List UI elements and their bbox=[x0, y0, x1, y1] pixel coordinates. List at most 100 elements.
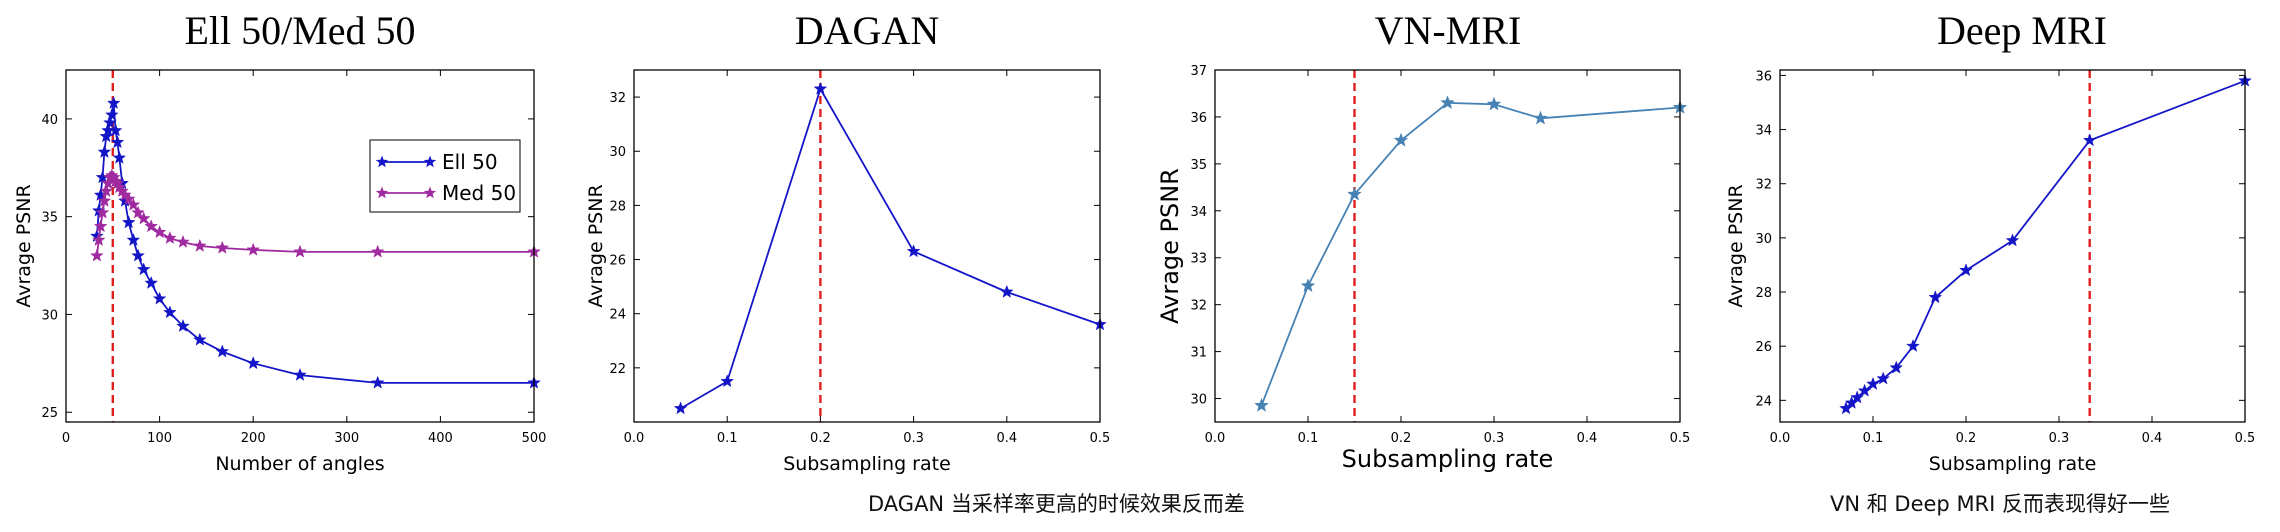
data-point bbox=[1440, 95, 1455, 110]
plot-frame bbox=[1214, 69, 1681, 423]
series-line-0 bbox=[680, 88, 1101, 410]
data-point bbox=[95, 205, 110, 219]
x-axis-label: Subsampling rate bbox=[1929, 453, 2097, 475]
chart-ell50-med50: Ell 50/Med 50 0 100 200 300 400 500 25 30 35 40 Num… bbox=[13, 8, 546, 475]
data-point bbox=[163, 305, 177, 319]
data-point bbox=[1959, 263, 1973, 277]
chart-vn-mri: VN-MRI 0.0 0.1 0.2 0.3 0.4 0.5 30 31 32 33 34 35 36 37… bbox=[1156, 8, 1690, 473]
data-point bbox=[1906, 338, 1920, 352]
chart-deep-mri: Deep MRI 0.0 0.1 0.2 0.3 0.4 0.5 24 26 28 30 32 34 36… bbox=[1725, 8, 2255, 475]
data-point bbox=[152, 225, 167, 239]
chart-title: VN-MRI bbox=[1375, 8, 1522, 53]
chart-title: Ell 50/Med 50 bbox=[184, 8, 415, 53]
y-tick-label: 37 bbox=[1190, 64, 1207, 79]
x-tick-label: 0 bbox=[62, 431, 70, 446]
x-axis-label: Number of angles bbox=[215, 453, 384, 475]
y-tick-label: 32 bbox=[1190, 299, 1207, 314]
x-axis-label: Subsampling rate bbox=[783, 453, 951, 475]
data-point bbox=[136, 211, 151, 225]
data-point bbox=[215, 240, 230, 254]
data-point bbox=[91, 232, 106, 246]
x-tick-label: 0.0 bbox=[1205, 431, 1226, 446]
y-tick-label: 22 bbox=[609, 362, 626, 377]
y-axis-label: Avrage PSNR bbox=[13, 184, 35, 307]
data-point bbox=[1866, 376, 1880, 390]
legend-marker bbox=[375, 186, 389, 199]
data-point bbox=[370, 375, 385, 389]
y-tick-label: 25 bbox=[41, 406, 58, 421]
y-tick-label: 35 bbox=[1190, 158, 1207, 173]
data-point bbox=[215, 344, 230, 358]
plot-frame bbox=[633, 69, 1101, 423]
x-tick-label: 0.4 bbox=[2142, 431, 2163, 446]
x-tick-label: 0.3 bbox=[2049, 431, 2070, 446]
chart-title: Deep MRI bbox=[1937, 8, 2107, 53]
data-point bbox=[293, 367, 307, 381]
data-point bbox=[144, 219, 159, 233]
data-point bbox=[370, 244, 385, 258]
x-tick-label: 400 bbox=[428, 431, 453, 446]
legend-marker bbox=[423, 186, 437, 199]
data-point bbox=[1300, 278, 1316, 293]
data-point bbox=[813, 81, 828, 95]
legend-box bbox=[369, 139, 521, 213]
data-point bbox=[126, 232, 141, 246]
data-point bbox=[121, 191, 136, 205]
data-point bbox=[97, 193, 112, 207]
data-point bbox=[1486, 96, 1502, 111]
data-point bbox=[131, 248, 145, 262]
data-point bbox=[90, 248, 104, 262]
data-point bbox=[110, 135, 125, 149]
y-tick-label: 36 bbox=[1190, 111, 1207, 126]
data-point bbox=[246, 356, 261, 370]
data-point bbox=[193, 238, 207, 252]
data-point bbox=[152, 291, 167, 305]
data-point bbox=[193, 332, 207, 346]
data-point bbox=[136, 262, 151, 276]
caption-deep-mri: VN 和 Deep MRI 反而表现得好一些 bbox=[1830, 492, 2171, 516]
data-point bbox=[105, 107, 119, 121]
x-tick-label: 0.4 bbox=[1577, 431, 1598, 446]
y-tick-label: 28 bbox=[1755, 286, 1772, 301]
legend-marker bbox=[375, 155, 389, 168]
data-point bbox=[1254, 397, 1269, 412]
plot-frame bbox=[1779, 69, 2246, 423]
legend: Ell 50 Med 50 bbox=[369, 139, 521, 213]
chart-title: DAGAN bbox=[795, 8, 939, 53]
y-tick-label: 35 bbox=[41, 211, 58, 226]
data-point bbox=[126, 197, 141, 211]
y-tick-label: 33 bbox=[1190, 252, 1207, 267]
x-tick-label: 0.5 bbox=[2235, 431, 2256, 446]
y-tick-label: 24 bbox=[609, 308, 626, 323]
y-tick-label: 30 bbox=[1755, 232, 1772, 247]
data-point bbox=[293, 244, 307, 258]
x-tick-label: 0.5 bbox=[1670, 431, 1691, 446]
data-point bbox=[108, 123, 123, 137]
chart-dagan: DAGAN 0.0 0.1 0.2 0.3 0.4 0.5 22 24 26 28 30 32 Subsa… bbox=[585, 8, 1110, 475]
x-tick-label: 0.5 bbox=[1090, 431, 1111, 446]
data-point bbox=[1889, 360, 1904, 374]
y-axis-label: Avrage PSNR bbox=[585, 184, 607, 307]
x-axis-label: Subsampling rate bbox=[1342, 445, 1554, 473]
data-point bbox=[1533, 110, 1548, 125]
y-tick-label: 26 bbox=[1755, 340, 1772, 355]
y-tick-label: 24 bbox=[1755, 394, 1772, 409]
x-tick-label: 0.1 bbox=[717, 431, 738, 446]
x-tick-label: 100 bbox=[147, 431, 172, 446]
data-point bbox=[1393, 132, 1409, 147]
data-point bbox=[112, 150, 127, 164]
data-point bbox=[906, 244, 921, 258]
caption-dagan: DAGAN 当采样率更高的时候效果反而差 bbox=[868, 492, 1245, 516]
y-axis-label: Avrage PSNR bbox=[1725, 184, 1747, 307]
y-tick-label: 26 bbox=[609, 254, 626, 269]
data-point bbox=[720, 374, 735, 388]
data-point bbox=[246, 242, 261, 256]
data-point bbox=[176, 234, 190, 248]
data-point bbox=[93, 219, 108, 233]
data-point bbox=[999, 284, 1014, 298]
data-point bbox=[97, 144, 112, 158]
x-tick-label: 0.2 bbox=[1956, 431, 1977, 446]
legend-label: Med 50 bbox=[442, 181, 516, 205]
y-tick-label: 31 bbox=[1190, 346, 1207, 361]
data-point bbox=[131, 205, 145, 219]
